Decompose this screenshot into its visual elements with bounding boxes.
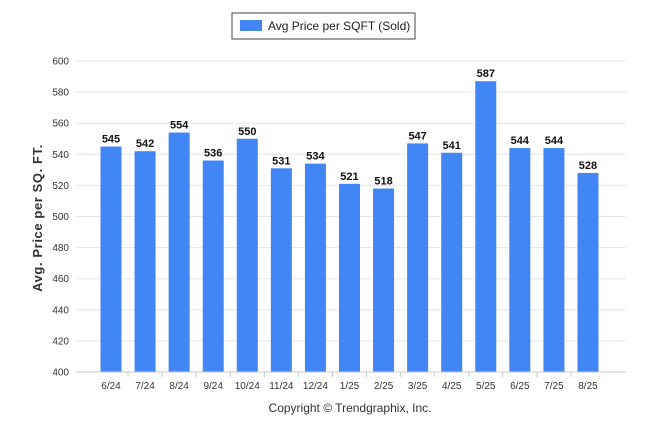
y-tick-label: 400 bbox=[52, 368, 69, 379]
y-axis-ticks: 400 420 440 460 480 500 520 540 560 580 600 bbox=[52, 57, 69, 379]
legend-swatch-icon bbox=[240, 20, 262, 31]
data-label: 550 bbox=[238, 126, 256, 138]
data-labels: 545 542 554 536 550 531 534 521 518 547 541 587 544 5… bbox=[102, 68, 597, 187]
bar[interactable] bbox=[577, 172, 599, 372]
data-label: 547 bbox=[408, 130, 426, 142]
x-tick-label: 5/25 bbox=[476, 381, 496, 392]
data-label: 534 bbox=[306, 151, 325, 163]
y-tick-label: 420 bbox=[52, 336, 69, 347]
bar[interactable] bbox=[270, 168, 292, 372]
x-tick-label: 7/24 bbox=[135, 381, 155, 392]
y-tick-label: 540 bbox=[52, 150, 69, 161]
bar[interactable] bbox=[236, 138, 258, 372]
data-label: 542 bbox=[136, 138, 154, 150]
x-tick-label: 9/24 bbox=[203, 381, 223, 392]
y-tick-label: 600 bbox=[52, 57, 69, 68]
x-tick-label: 1/25 bbox=[340, 381, 360, 392]
data-label: 587 bbox=[477, 68, 495, 80]
bar[interactable] bbox=[304, 163, 326, 372]
bar[interactable] bbox=[100, 146, 122, 372]
x-tick-label: 12/24 bbox=[303, 381, 328, 392]
y-tick-label: 480 bbox=[52, 243, 69, 254]
data-label: 521 bbox=[340, 171, 358, 183]
x-tick-label: 11/24 bbox=[269, 381, 294, 392]
legend-box bbox=[231, 12, 416, 40]
x-tick-label: 10/24 bbox=[235, 381, 260, 392]
y-tick-label: 440 bbox=[52, 305, 69, 316]
x-tick-label: 6/24 bbox=[101, 381, 121, 392]
x-tick-label: 6/25 bbox=[510, 381, 530, 392]
gridlines bbox=[76, 60, 626, 342]
y-tick-label: 500 bbox=[52, 212, 69, 223]
y-tick-label: 560 bbox=[52, 119, 69, 130]
bar[interactable] bbox=[338, 183, 360, 372]
bar[interactable] bbox=[407, 143, 429, 372]
data-label: 545 bbox=[102, 134, 120, 146]
bar[interactable] bbox=[373, 188, 395, 372]
x-axis-ticks: 6/24 7/24 8/24 9/24 10/24 11/24 12/24 1/25 2/25 3… bbox=[101, 372, 598, 392]
data-label: 536 bbox=[204, 148, 222, 160]
data-label: 554 bbox=[170, 120, 189, 132]
bar[interactable] bbox=[134, 151, 156, 372]
legend-label: Avg Price per SQFT (Sold) bbox=[268, 19, 410, 33]
data-label: 544 bbox=[511, 135, 530, 147]
y-tick-label: 460 bbox=[52, 274, 69, 285]
legend[interactable]: Avg Price per SQFT (Sold) bbox=[231, 12, 416, 40]
data-label: 518 bbox=[374, 176, 392, 188]
y-axis-title: Avg. Price per SQ. FT. bbox=[30, 144, 45, 292]
bar[interactable] bbox=[168, 132, 190, 372]
x-tick-label: 8/24 bbox=[169, 381, 189, 392]
data-label: 528 bbox=[579, 160, 597, 172]
x-tick-label: 3/25 bbox=[408, 381, 428, 392]
data-label: 544 bbox=[545, 135, 564, 147]
bars bbox=[100, 81, 599, 373]
y-tick-label: 520 bbox=[52, 181, 69, 192]
bar[interactable] bbox=[441, 152, 463, 372]
copyright-text: Copyright © Trendgraphix, Inc. bbox=[269, 401, 432, 415]
x-tick-label: 2/25 bbox=[374, 381, 394, 392]
bar[interactable] bbox=[543, 148, 565, 372]
data-label: 541 bbox=[443, 140, 461, 152]
bar[interactable] bbox=[509, 148, 531, 372]
bar[interactable] bbox=[202, 160, 224, 372]
x-tick-label: 8/25 bbox=[578, 381, 598, 392]
y-tick-label: 580 bbox=[52, 88, 69, 99]
data-label: 531 bbox=[272, 155, 290, 167]
bar[interactable] bbox=[475, 81, 497, 373]
x-tick-label: 7/25 bbox=[544, 381, 564, 392]
x-tick-label: 4/25 bbox=[442, 381, 462, 392]
